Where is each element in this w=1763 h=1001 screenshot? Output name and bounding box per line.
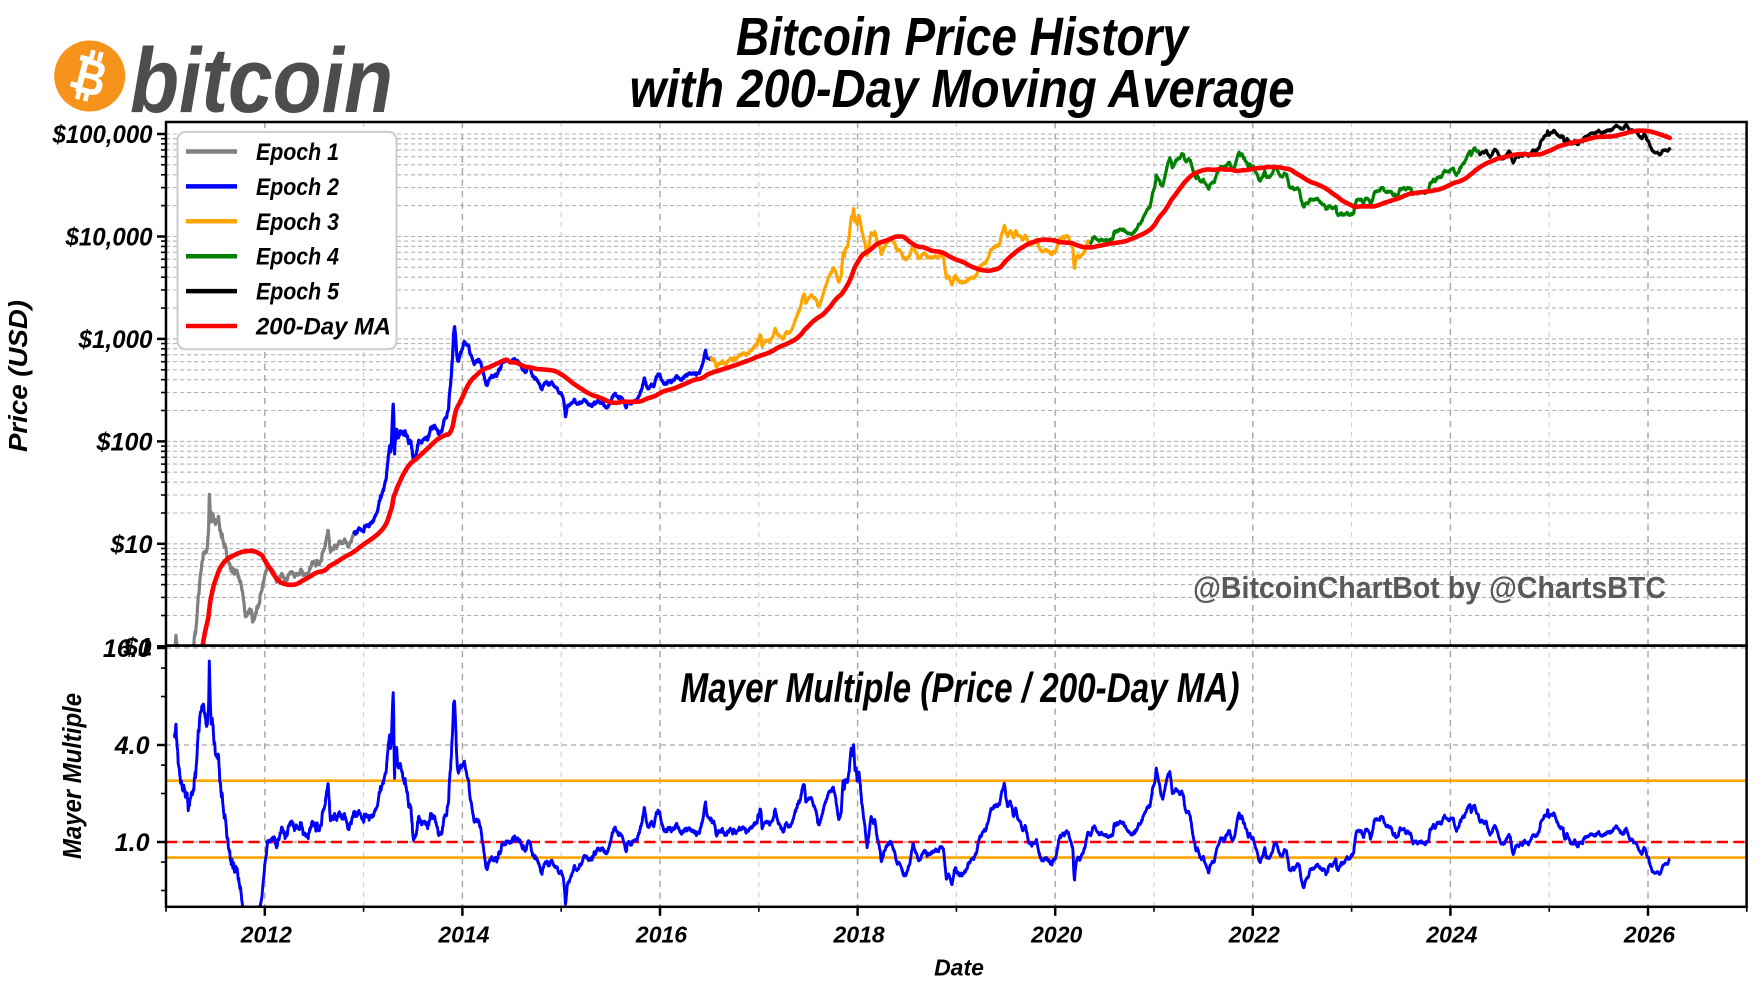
svg-text:2014: 2014 (437, 922, 489, 948)
svg-text:$1: $1 (122, 633, 152, 661)
svg-text:2024: 2024 (1425, 922, 1477, 948)
svg-text:$10,000: $10,000 (65, 224, 153, 252)
svg-text:2018: 2018 (833, 922, 885, 948)
svg-text:@BitcoinChartBot by @ChartsBTC: @BitcoinChartBot by @ChartsBTC (1193, 570, 1666, 605)
svg-text:$10: $10 (109, 531, 152, 559)
svg-text:with 200-Day Moving Average: with 200-Day Moving Average (630, 59, 1295, 119)
svg-text:16.0: 16.0 (103, 635, 152, 663)
svg-text:Price (USD): Price (USD) (5, 300, 33, 452)
svg-text:$100: $100 (95, 428, 152, 456)
svg-text:Epoch 2: Epoch 2 (256, 174, 340, 201)
svg-text:Mayer Multiple: Mayer Multiple (59, 693, 87, 859)
svg-text:Bitcoin Price History: Bitcoin Price History (736, 7, 1191, 67)
svg-text:2016: 2016 (635, 922, 687, 948)
svg-text:Epoch 3: Epoch 3 (256, 209, 340, 236)
svg-text:200-Day MA: 200-Day MA (255, 314, 391, 341)
svg-text:Date: Date (934, 954, 984, 980)
svg-text:2022: 2022 (1228, 922, 1280, 948)
svg-text:1.0: 1.0 (115, 829, 150, 857)
svg-text:2026: 2026 (1623, 922, 1675, 948)
svg-text:Epoch 5: Epoch 5 (256, 279, 340, 306)
svg-text:4.0: 4.0 (114, 732, 150, 760)
svg-text:Epoch 1: Epoch 1 (256, 139, 339, 166)
svg-text:$100,000: $100,000 (52, 121, 153, 149)
svg-text:Epoch 4: Epoch 4 (256, 244, 339, 271)
svg-text:$1,000: $1,000 (78, 326, 153, 354)
svg-text:Mayer Multiple (Price / 200-Da: Mayer Multiple (Price / 200-Day MA) (681, 664, 1240, 711)
svg-text:2012: 2012 (240, 922, 292, 948)
svg-text:2020: 2020 (1030, 922, 1082, 948)
svg-text:bitcoin: bitcoin (130, 30, 393, 132)
